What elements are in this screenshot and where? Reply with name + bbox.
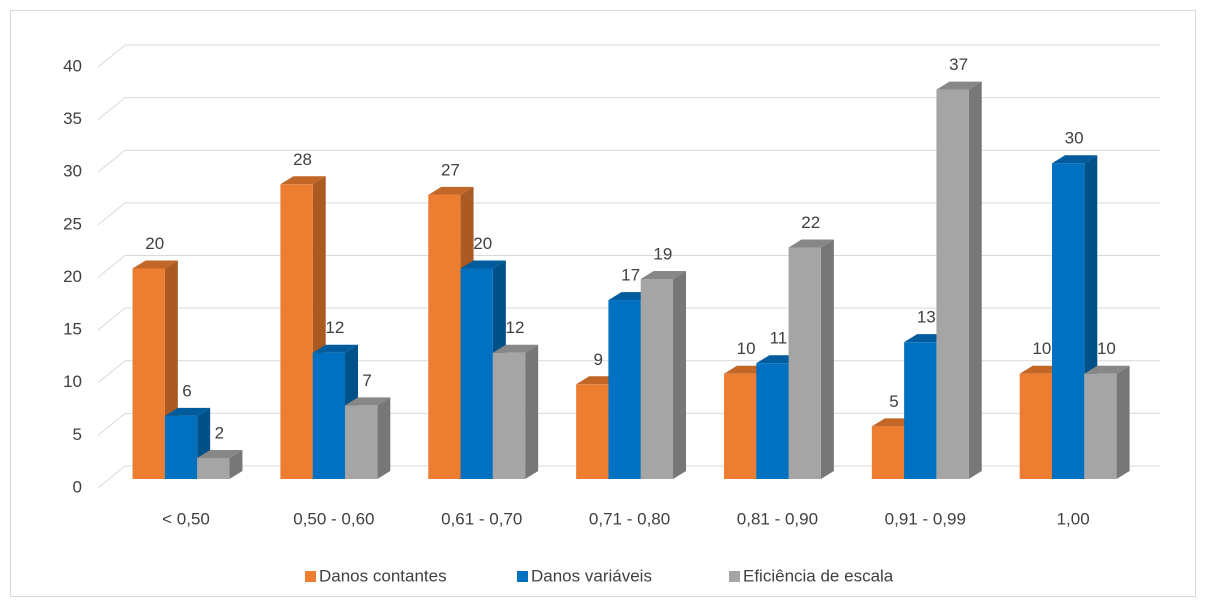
legend-swatch (517, 571, 528, 582)
data-label: 2 (215, 423, 224, 442)
grid-line (97, 97, 1160, 121)
data-label: 7 (362, 371, 371, 390)
bar (904, 342, 937, 479)
bar-side (1116, 365, 1130, 479)
legend-swatch (305, 571, 316, 582)
bar (756, 363, 789, 479)
bar (132, 268, 165, 479)
data-label: 27 (441, 160, 460, 179)
data-label: 9 (594, 350, 603, 369)
y-tick-label: 20 (63, 267, 82, 286)
bar-top (788, 239, 834, 248)
y-tick-label: 0 (73, 477, 82, 496)
data-label: 5 (889, 392, 898, 411)
data-label: 20 (145, 234, 164, 253)
data-label: 6 (182, 381, 191, 400)
data-label: 13 (917, 308, 936, 327)
bar (312, 352, 346, 479)
bar (460, 268, 493, 479)
bar-top (164, 407, 211, 416)
bar (1084, 373, 1117, 479)
bar (492, 352, 526, 479)
bar-top (936, 81, 982, 90)
grid-line (97, 44, 1160, 68)
x-tick-label: 0,91 - 0,99 (885, 509, 966, 528)
x-tick-label: 0,50 - 0,60 (293, 509, 374, 528)
x-tick-label: 1,00 (1057, 509, 1090, 528)
y-tick-label: 40 (63, 56, 82, 75)
y-tick-label: 5 (73, 425, 82, 444)
legend-label: Eficiência de escala (743, 566, 894, 585)
bar (1019, 373, 1052, 479)
bar (428, 194, 461, 479)
bar (723, 373, 757, 479)
bar (640, 279, 674, 479)
bar-top (345, 397, 391, 406)
chart-border (10, 10, 1196, 597)
data-label: 28 (293, 150, 312, 169)
y-tick-label: 35 (63, 109, 82, 128)
bar (164, 415, 198, 479)
bar (936, 89, 969, 479)
y-tick-label: 15 (63, 320, 82, 339)
bar-side (229, 449, 243, 479)
bar (1051, 163, 1085, 479)
bar-top (428, 186, 474, 195)
data-label: 17 (621, 266, 640, 285)
bar-side (377, 397, 391, 479)
bar-side (525, 344, 539, 479)
bar-top (312, 344, 359, 353)
bar-side (968, 81, 982, 479)
legend-label: Danos contantes (319, 566, 447, 585)
bar (280, 184, 313, 480)
y-tick-label: 10 (63, 372, 82, 391)
data-label: 10 (1097, 339, 1116, 358)
data-label: 30 (1065, 129, 1084, 148)
bar-top (1084, 365, 1130, 374)
bar (576, 384, 609, 479)
data-label: 11 (770, 329, 788, 348)
bar-top (1051, 155, 1098, 164)
data-label: 12 (325, 318, 344, 337)
x-tick-label: < 0,50 (162, 509, 210, 528)
bar-side (673, 271, 687, 479)
bar (345, 405, 378, 479)
bar-top (460, 260, 506, 269)
grid-line (97, 149, 1160, 173)
x-tick-label: 0,71 - 0,80 (589, 509, 670, 528)
grid-line (97, 202, 1160, 226)
data-label: 19 (653, 245, 672, 264)
bar (871, 426, 905, 479)
data-label: 10 (1032, 339, 1051, 358)
bar-top (492, 344, 539, 353)
y-tick-label: 30 (63, 162, 82, 181)
bar-side (820, 239, 834, 479)
data-label: 10 (737, 339, 756, 358)
x-tick-label: 0,61 - 0,70 (441, 509, 522, 528)
y-tick-label: 25 (63, 214, 82, 233)
x-tick-label: 0,81 - 0,90 (737, 509, 818, 528)
data-label: 22 (801, 213, 820, 232)
bar (608, 300, 641, 479)
legend-swatch (729, 571, 740, 582)
data-label: 12 (506, 318, 525, 337)
bar-top (640, 271, 687, 280)
bar (788, 247, 821, 479)
bar (197, 457, 230, 479)
bar-top (280, 176, 326, 185)
legend-label: Danos variáveis (531, 566, 652, 585)
data-label: 37 (949, 55, 968, 74)
bar-top (197, 449, 243, 458)
data-label: 20 (473, 234, 492, 253)
bar-top (132, 260, 178, 269)
